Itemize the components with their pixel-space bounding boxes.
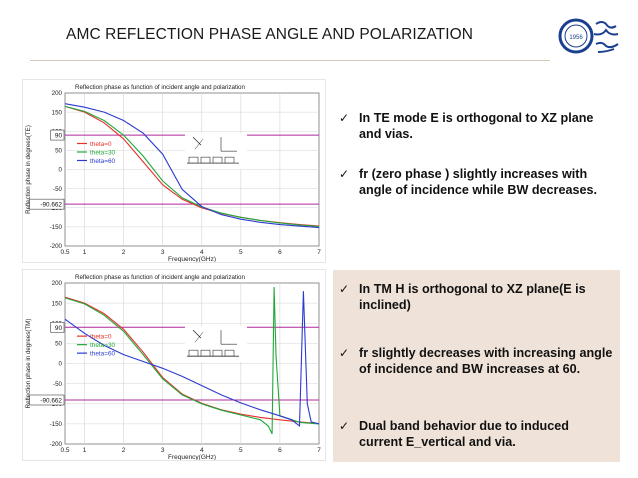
series-line-theta-1 <box>64 105 320 228</box>
y-tick-label: 150 <box>52 109 63 116</box>
logo-year: 1956 <box>569 35 583 41</box>
te-note-2-text: fr (zero phase ) slightly increases with… <box>359 167 597 197</box>
inset-patch <box>188 156 199 164</box>
x-tick-label: 5 <box>239 447 243 454</box>
x-tick-label: 4 <box>200 447 204 454</box>
series-line-theta-2 <box>64 291 320 427</box>
y-tick-label: 0 <box>59 167 63 174</box>
y-tick-label: 200 <box>52 280 63 287</box>
inset-patch <box>224 156 235 164</box>
x-tick-label: 6 <box>278 249 282 256</box>
y-tick-label: -150 <box>50 224 63 231</box>
check-icon: ✓ <box>339 346 350 360</box>
legend-entry: theta=60 <box>90 350 115 357</box>
y-tick-label: -150 <box>50 421 63 428</box>
x-tick-label: 2 <box>122 249 126 256</box>
title-divider <box>30 60 550 61</box>
x-axis-label: Frequency(GHz) <box>168 454 216 460</box>
university-logo: 1956 <box>558 10 622 62</box>
logo-calligraphy <box>593 21 619 53</box>
tm-note-1-text: In TM H is orthogonal to XZ plane(E is i… <box>359 282 586 312</box>
inset-patch <box>200 349 211 357</box>
legend-entry: theta=0 <box>90 333 112 340</box>
y-tick-label: 0 <box>59 361 63 368</box>
x-axis-label: Frequency(GHz) <box>168 256 216 262</box>
y-tick-label: -50 <box>53 381 63 388</box>
inset-patch <box>212 156 223 164</box>
inset-patch <box>188 349 199 357</box>
check-icon: ✓ <box>339 167 350 181</box>
inset-patch <box>200 156 211 164</box>
y-tick-label: -50 <box>53 186 63 193</box>
inset-patch <box>224 349 235 357</box>
check-icon: ✓ <box>339 282 350 296</box>
reference-label-box <box>29 198 65 210</box>
y-axis-label: Reflection phase in degrees(TE) <box>25 125 32 214</box>
x-tick-label: 3 <box>161 249 165 256</box>
page-title: AMC REFLECTION PHASE ANGLE AND POLARIZAT… <box>66 26 474 43</box>
reference-label-box <box>50 129 65 141</box>
legend-entry: theta=0 <box>90 141 112 148</box>
tm-note-2-text: fr slightly decreases with increasing an… <box>359 346 613 376</box>
y-tick-label: -200 <box>50 441 63 448</box>
y-tick-label: -200 <box>50 243 63 250</box>
legend-entry: theta=30 <box>90 149 115 156</box>
y-tick-label: 150 <box>52 300 63 307</box>
inset-k-arrow <box>192 329 202 339</box>
legend-entry: theta=60 <box>90 158 115 165</box>
y-axis-label: Reflection phase in degrees(TM) <box>25 319 32 409</box>
tm-note-1: ✓ In TM H is orthogonal to XZ plane(E is… <box>339 281 615 313</box>
x-tick-label: 2 <box>122 447 126 454</box>
x-tick-label: 7 <box>317 447 321 454</box>
tm-note-3-text: Dual band behavior due to induced curren… <box>359 419 569 449</box>
x-tick-label: 1 <box>83 447 87 454</box>
te-note-1-text: In TE mode E is orthogonal to XZ plane a… <box>359 111 594 141</box>
te-note-1: ✓ In TE mode E is orthogonal to XZ plane… <box>339 110 609 142</box>
structure-inset <box>185 326 247 363</box>
tm-note-2: ✓ fr slightly decreases with increasing … <box>339 345 615 377</box>
check-icon: ✓ <box>339 419 350 433</box>
te-note-2: ✓ fr (zero phase ) slightly increases wi… <box>339 166 609 198</box>
tm-phase-chart: Reflection phase as function of incident… <box>22 269 326 461</box>
inset-k-arrow <box>192 136 202 146</box>
inset-e-arrow <box>194 332 204 343</box>
tm-notes-panel: ✓ In TM H is orthogonal to XZ plane(E is… <box>333 270 620 462</box>
y-tick-label: 200 <box>52 90 63 97</box>
reference-label-box <box>29 394 65 406</box>
inset-e-arrow <box>194 138 204 150</box>
x-tick-label: 5 <box>239 249 243 256</box>
reference-label: -90.662 <box>40 202 62 209</box>
te-notes-panel: ✓ In TE mode E is orthogonal to XZ plane… <box>333 96 620 246</box>
structure-inset <box>185 133 247 170</box>
legend-entry: theta=30 <box>90 342 115 349</box>
series-line-theta-2 <box>64 103 320 229</box>
series-line-theta-0 <box>64 296 320 425</box>
reference-label: 90 <box>55 325 63 332</box>
x-tick-label: 6 <box>278 447 282 454</box>
series-line-theta-1 <box>64 286 320 435</box>
x-tick-label: 0.5 <box>60 447 69 454</box>
inset-patch <box>212 349 223 357</box>
te-phase-chart: Reflection phase as function of incident… <box>22 79 326 263</box>
x-tick-label: 0.5 <box>60 249 69 256</box>
x-tick-label: 3 <box>161 447 165 454</box>
reference-label: 90 <box>55 133 63 140</box>
chart-title: Reflection phase as function of incident… <box>75 274 245 281</box>
y-tick-label: 50 <box>55 148 62 155</box>
x-tick-label: 7 <box>317 249 321 256</box>
tm-note-3: ✓ Dual band behavior due to induced curr… <box>339 418 615 450</box>
chart-title: Reflection phase as function of incident… <box>75 84 245 91</box>
x-tick-label: 1 <box>83 249 87 256</box>
y-tick-label: 50 <box>55 341 62 348</box>
x-tick-label: 4 <box>200 249 204 256</box>
reference-label-box <box>50 321 65 333</box>
check-icon: ✓ <box>339 111 350 125</box>
reference-label: -90.662 <box>40 397 62 404</box>
